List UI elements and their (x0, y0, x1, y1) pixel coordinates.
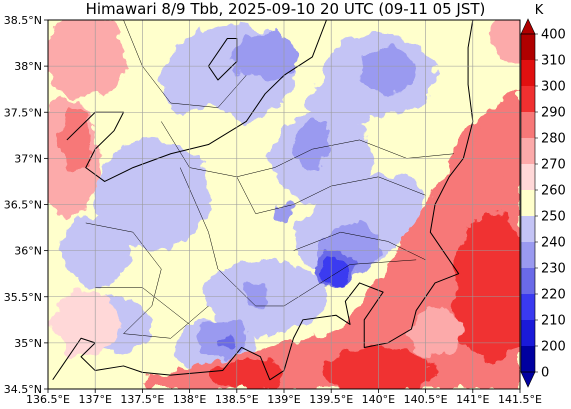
colorbar-segment (521, 294, 535, 320)
colorbar-segment (521, 138, 535, 164)
x-tick-label: 141°E (456, 393, 489, 406)
map-title: Himawari 8/9 Tbb, 2025-09-10 20 UTC (09-… (85, 0, 486, 18)
colorbar-segment (521, 34, 535, 60)
x-tick-label: 140°E (362, 393, 395, 406)
colorbar-segment (521, 190, 535, 216)
y-tick-label: 35.5°N (4, 291, 42, 304)
prefecture-boundary (123, 20, 247, 108)
colorbar-segment (521, 60, 535, 86)
colorbar-extend-min (520, 371, 536, 388)
coastlines (52, 20, 474, 381)
colorbar-frame (520, 33, 536, 373)
y-tick-label: 35°N (14, 337, 42, 350)
tbb-region (307, 75, 374, 131)
x-tick-label: 141.5°E (498, 393, 542, 406)
colorbar-segment (521, 268, 535, 294)
colorbar-extend-max (520, 18, 536, 35)
tbb-region (59, 107, 94, 173)
colorbar-tick-label: 300 (541, 80, 566, 95)
y-tick-label: 36.5°N (4, 199, 42, 212)
colorbar-tick-label: 210 (541, 314, 566, 329)
colorbar-tick-label: 230 (541, 262, 566, 277)
tbb-region (477, 103, 520, 177)
tbb-region (453, 213, 520, 362)
tbb-region (293, 121, 332, 168)
tbb-region (491, 20, 520, 62)
colorbar-tick-label: 260 (541, 184, 566, 199)
y-tick-label: 38.5°N (4, 14, 42, 27)
prefecture-boundary (179, 167, 417, 307)
x-axis-ticks: 136.5°E 137°E 137.5°E 138°E 138.5°E 139°E 139.… (26, 389, 542, 406)
y-tick-label: 37°N (14, 152, 42, 165)
colorbar-segment (521, 164, 535, 190)
colorbar-tick-label: 240 (541, 236, 566, 251)
colorbar-unit-label: K (535, 3, 544, 18)
prefecture-boundary (236, 176, 426, 214)
colorbar-segment (521, 216, 535, 242)
colorbar-segment (521, 320, 535, 346)
tbb-region (241, 281, 270, 304)
tbb-field (48, 20, 520, 389)
colorbar-tick-label: 290 (541, 106, 566, 121)
y-tick-label: 37.5°N (4, 106, 42, 119)
tbb-region (232, 33, 299, 80)
tbb-region (95, 139, 209, 251)
y-axis-ticks: 34.5°N 35°N 35.5°N 36°N 36.5°N 37°N 37.5°N 38°N… (4, 14, 48, 396)
x-tick-label: 139°E (267, 393, 300, 406)
colorbar-segment (521, 86, 535, 112)
colorbar-tick-label: 270 (541, 158, 566, 173)
tbb-region (208, 361, 284, 389)
x-tick-label: 138.5°E (215, 393, 259, 406)
colorbar-segment (521, 346, 535, 372)
coastline-pacific (52, 20, 474, 381)
prefecture-boundary (85, 222, 209, 339)
x-tick-label: 139.5°E (309, 393, 353, 406)
tbb-region (359, 47, 417, 94)
colorbar-tick-label: 220 (541, 288, 566, 303)
colorbar-segment (521, 242, 535, 268)
x-tick-label: 137.5°E (120, 393, 164, 406)
y-tick-label: 36°N (14, 245, 42, 258)
y-tick-label: 34.5°N (4, 383, 42, 396)
tbb-region (406, 310, 464, 357)
colorbar-tick-label: 250 (541, 210, 566, 225)
colorbar-tick-label: 0 (541, 366, 549, 381)
x-tick-label: 140.5°E (404, 393, 448, 406)
tbb-region (322, 260, 350, 287)
y-tick-label: 38°N (14, 60, 42, 73)
x-tick-label: 137°E (78, 393, 111, 406)
colorbar-tick-label: 400 (541, 28, 566, 43)
tbb-region (52, 292, 119, 357)
colorbar-segment (521, 112, 535, 138)
colorbar-tick-label: 280 (541, 132, 566, 147)
colorbar-tick-label: 310 (541, 54, 566, 69)
tbb-region (175, 107, 242, 154)
colorbar: 0 200 210 220 230 240 250 260 270 280 290 300 310 400… (520, 3, 566, 388)
x-tick-label: 136.5°E (26, 393, 70, 406)
colorbar-tick-label: 200 (541, 340, 566, 355)
tbb-region (48, 20, 129, 99)
x-tick-label: 138°E (173, 393, 206, 406)
